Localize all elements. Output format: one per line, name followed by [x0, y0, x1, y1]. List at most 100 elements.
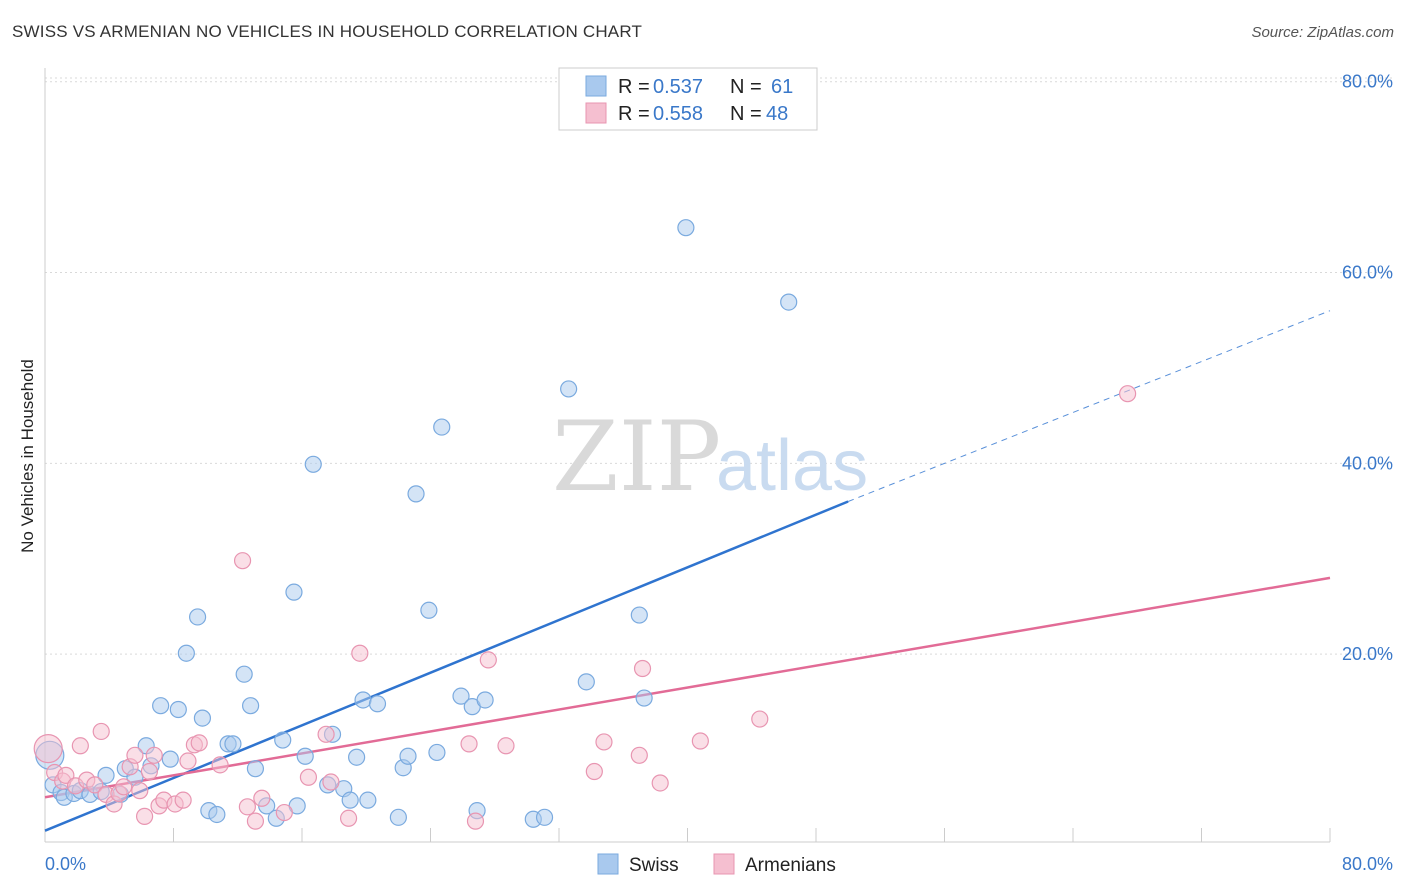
armenians-n-label: N =: [730, 103, 762, 125]
armenians-series-label: Armenians: [745, 855, 836, 876]
watermark: ZIP atlas: [552, 401, 868, 513]
series-legend: Swiss Armenians: [597, 853, 836, 876]
swiss-point: [560, 380, 578, 398]
swiss-point: [677, 219, 695, 237]
armenian-point: [233, 552, 252, 570]
y-tick-label: 20.0%: [1342, 644, 1393, 664]
armenian-point: [71, 737, 89, 755]
swiss-trend-line: [44, 500, 849, 832]
armenian-point: [322, 773, 340, 791]
swiss-point: [152, 697, 170, 715]
swiss-point: [169, 700, 187, 719]
armenian-point: [275, 803, 293, 822]
swiss-point: [208, 805, 226, 824]
swiss-point: [235, 665, 253, 683]
armenian-point: [33, 734, 63, 764]
armenian-point: [115, 778, 133, 796]
swiss-r-label: R =: [618, 76, 650, 98]
swiss-point: [407, 485, 425, 503]
swiss-point: [635, 689, 653, 707]
armenian-point: [339, 809, 358, 827]
swiss-point: [476, 691, 494, 709]
swiss-point: [285, 583, 303, 601]
armenian-point: [140, 762, 159, 781]
armenians-n-value: 48: [766, 103, 788, 125]
armenians-r-label: R =: [618, 103, 650, 125]
armenian-point: [299, 768, 318, 786]
armenian-point: [246, 812, 265, 830]
chart-title: SWISS VS ARMENIAN NO VEHICLES IN HOUSEHO…: [12, 22, 643, 41]
swiss-point: [433, 418, 451, 436]
armenian-point: [497, 737, 515, 755]
swiss-n-value: 61: [771, 76, 793, 98]
source-credit: Source: ZipAtlas.com: [1251, 24, 1394, 41]
swiss-point: [242, 697, 260, 715]
swiss-point: [780, 293, 798, 311]
swiss-point: [420, 601, 438, 619]
swiss-point: [161, 750, 179, 768]
swiss-point: [304, 455, 322, 473]
armenians-series-swatch: [713, 853, 735, 875]
swiss-point: [177, 644, 195, 662]
points-layer: [33, 219, 1137, 830]
swiss-point: [188, 608, 207, 626]
swiss-point: [535, 808, 554, 826]
swiss-point: [296, 747, 314, 765]
armenian-point: [86, 776, 104, 794]
y-axis-title: No Vehicles in Household: [18, 359, 37, 553]
watermark-zip: ZIP: [552, 401, 721, 513]
swiss-point: [368, 695, 387, 713]
armenian-point: [92, 722, 110, 741]
x-tick-label-min: 0.0%: [45, 854, 86, 874]
swiss-point: [630, 606, 648, 624]
swiss-legend-swatch: [585, 75, 607, 97]
swiss-point: [354, 691, 372, 709]
armenian-point: [1119, 385, 1137, 403]
armenian-point: [585, 762, 603, 781]
armenian-point: [253, 789, 271, 807]
armenians-legend-swatch: [585, 102, 607, 124]
watermark-atlas: atlas: [716, 426, 868, 506]
swiss-series-label: Swiss: [629, 855, 679, 876]
armenian-point: [460, 735, 478, 753]
y-tick-label: 40.0%: [1342, 453, 1393, 473]
armenian-point: [131, 782, 149, 800]
swiss-point: [399, 747, 417, 765]
swiss-point: [341, 791, 359, 809]
armenian-point: [651, 774, 669, 792]
tick-labels: 20.0% 40.0% 60.0% 80.0% 0.0% 80.0%: [45, 72, 1393, 874]
stats-legend: R = 0.537 N = 61 R = 0.558 N = 48: [558, 67, 818, 131]
armenian-point: [145, 746, 163, 764]
swiss-point: [97, 766, 115, 784]
swiss-point: [428, 743, 446, 762]
swiss-trend-extension: [847, 310, 1331, 502]
armenian-trend-line: [44, 576, 1331, 799]
swiss-point: [577, 673, 595, 691]
trend-layer: [44, 310, 1331, 832]
armenian-point: [57, 766, 75, 784]
armenian-point: [751, 710, 769, 728]
swiss-point: [359, 791, 377, 809]
swiss-point: [348, 748, 366, 766]
armenian-point: [633, 659, 652, 678]
armenian-point: [630, 746, 648, 764]
axes-layer: [44, 68, 1331, 843]
y-tick-label: 80.0%: [1342, 72, 1393, 92]
armenian-point: [179, 752, 197, 770]
armenian-point: [174, 791, 192, 809]
swiss-r-value: 0.537: [653, 76, 703, 98]
x-tick-label-max: 80.0%: [1342, 854, 1393, 874]
swiss-point: [452, 687, 470, 705]
armenian-point: [479, 651, 497, 669]
swiss-point: [246, 760, 265, 778]
armenian-point: [691, 732, 709, 750]
armenian-point: [135, 807, 154, 825]
armenian-point: [211, 756, 229, 774]
swiss-point: [274, 731, 292, 749]
swiss-point: [389, 808, 407, 826]
armenian-point: [317, 725, 335, 743]
swiss-point: [193, 709, 212, 727]
swiss-series-swatch: [597, 853, 619, 875]
armenian-point: [351, 644, 369, 662]
